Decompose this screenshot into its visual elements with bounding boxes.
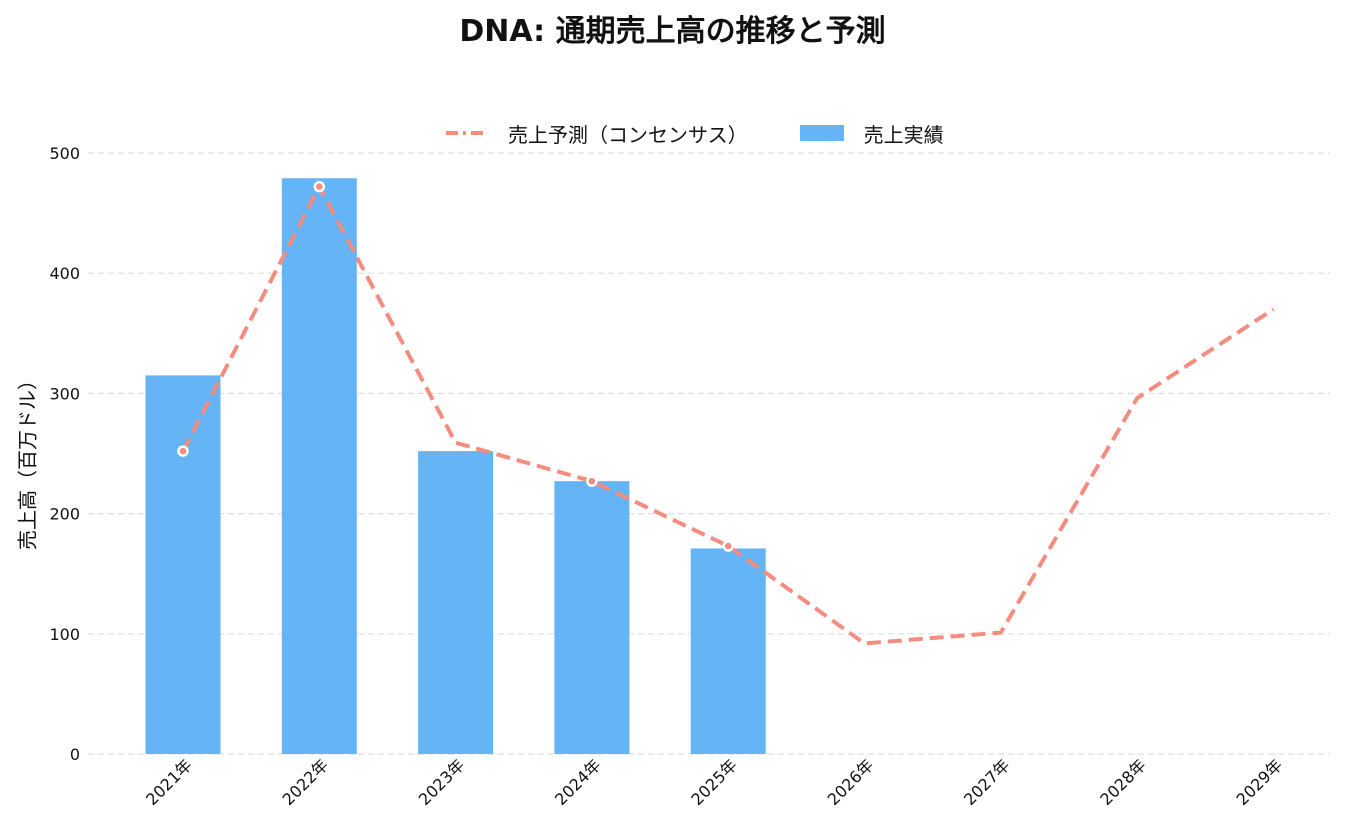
bar-actual — [554, 481, 630, 754]
legend: 売上予測（コンセンサス） 売上実績 — [446, 118, 996, 148]
legend-item-actual: 売上実績 — [799, 119, 944, 148]
forecast-point — [722, 540, 734, 552]
legend-label-actual: 売上実績 — [863, 122, 944, 147]
x-tick-label: 2022年 — [278, 755, 332, 809]
legend-dashed-line-swatch — [446, 131, 488, 135]
bar-actual — [418, 451, 494, 754]
y-tick-label: 0 — [70, 745, 80, 764]
bar-actual — [690, 548, 766, 754]
y-tick-label: 500 — [49, 144, 80, 163]
forecast-point — [586, 475, 598, 487]
x-tick-label: 2026年 — [824, 755, 878, 809]
y-tick-label: 200 — [49, 505, 80, 524]
x-tick-label: 2029年 — [1233, 755, 1287, 809]
x-tick-label: 2021年 — [142, 755, 196, 809]
legend-label-forecast: 売上予測（コンセンサス） — [508, 122, 748, 147]
x-tick-label: 2024年 — [551, 755, 605, 809]
y-tick-label: 400 — [49, 264, 80, 283]
x-tick-label: 2025年 — [687, 755, 741, 809]
y-tick-label: 100 — [49, 625, 80, 644]
forecast-point — [177, 445, 189, 457]
legend-bar-swatch — [799, 125, 844, 141]
x-tick-label: 2023年 — [415, 755, 469, 809]
x-tick-label: 2027年 — [960, 755, 1014, 809]
forecast-point — [313, 180, 326, 193]
bar-actual — [281, 178, 357, 754]
y-tick-label: 300 — [49, 384, 80, 403]
legend-item-forecast: 売上予測（コンセンサス） — [446, 119, 748, 148]
bar-actual — [145, 375, 221, 754]
forecast-line — [181, 184, 1275, 646]
x-tick-label: 2028年 — [1096, 755, 1150, 809]
chart-title: DNA: 通期売上高の推移と予測 — [459, 14, 886, 49]
